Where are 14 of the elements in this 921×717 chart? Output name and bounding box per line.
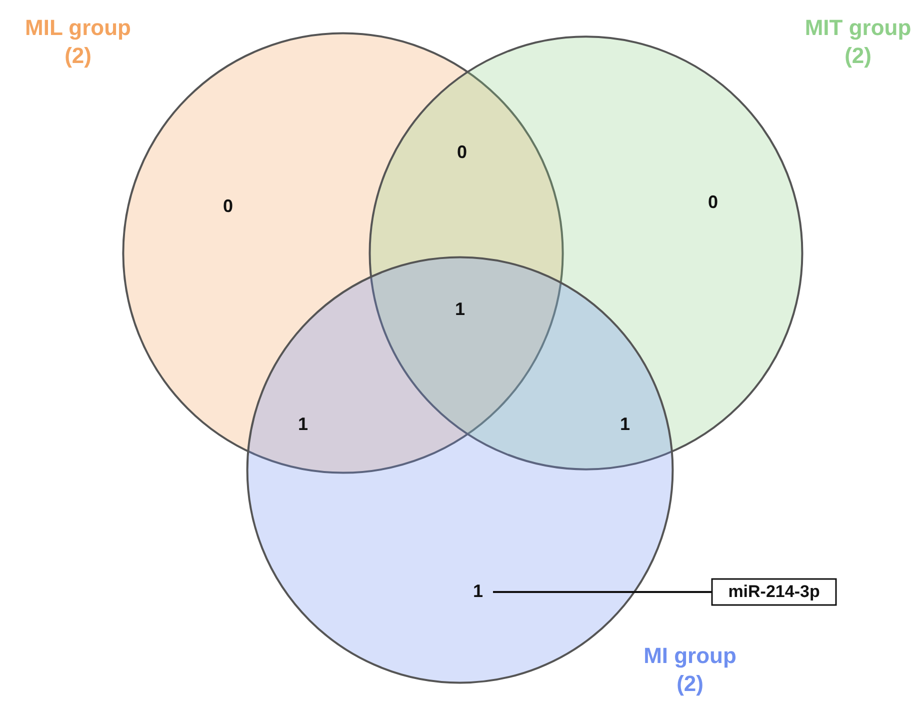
text: 0 xyxy=(456,142,468,162)
text: 1 xyxy=(472,581,484,601)
text: 0 xyxy=(708,192,718,212)
category-label: MIT group xyxy=(804,15,912,40)
category-label: MI group xyxy=(644,643,736,668)
category-label: MIL group xyxy=(25,15,131,40)
text: 1 xyxy=(454,299,466,319)
data-label: (2) xyxy=(676,671,704,696)
text: 1 xyxy=(620,414,630,434)
text: 1 xyxy=(298,414,308,434)
data-label: (2) xyxy=(844,43,872,68)
text: 0 xyxy=(222,196,234,216)
data-label: (2) xyxy=(64,43,92,68)
text: miR-214-3p xyxy=(728,582,820,601)
